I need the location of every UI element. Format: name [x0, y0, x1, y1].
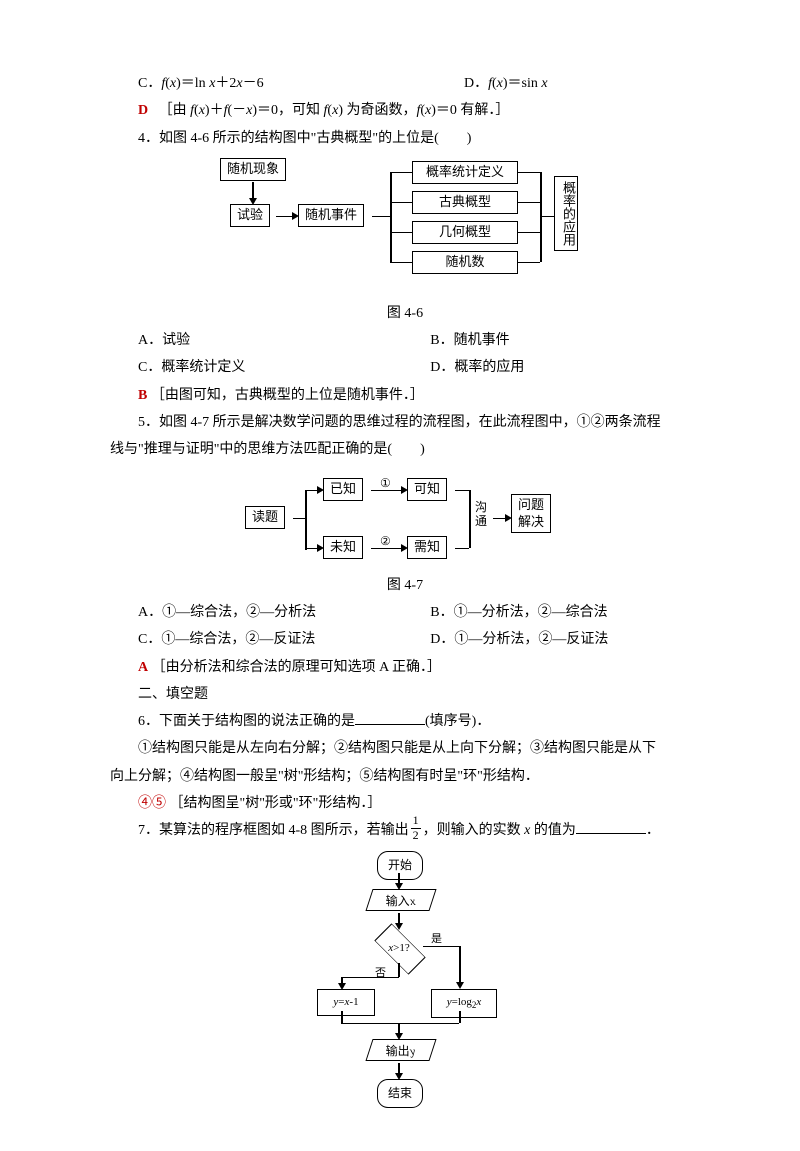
figure-4-7: 读题 已知 未知 ① ② 可知 需知 沟通 问题解决 — [110, 470, 700, 570]
label-2: ② — [380, 530, 391, 553]
q6-explain: ［结构图呈"树"形或"环"形结构．］ — [170, 796, 382, 811]
q5-opt-b: B．①—分析法，②—综合法 — [430, 599, 700, 626]
q4-opt-a: A．试验 — [138, 327, 430, 354]
opt-c-label: C． — [138, 76, 161, 91]
node-known: 已知 — [323, 478, 363, 501]
label-1: ① — [380, 472, 391, 495]
node-can-know: 可知 — [407, 478, 447, 501]
node-random-phenomenon: 随机现象 — [220, 158, 286, 181]
q4-stem: 4．如图 4-6 所示的结构图中"古典概型"的上位是( ) — [110, 125, 700, 152]
flow-output: 输出y — [365, 1039, 436, 1061]
flow-proc-left: y=x-1 — [317, 989, 375, 1016]
node-prob-application: 概率的应用 — [554, 176, 578, 251]
q4-opt-c: C．概率统计定义 — [138, 354, 430, 381]
q6-answer-line: ④⑤ ［结构图呈"树"形或"环"形结构．］ — [110, 790, 700, 817]
q5-stem1: 5．如图 4-7 所示是解决数学问题的思维过程的流程图，在此流程图中，①②两条流… — [110, 409, 700, 436]
q5-row-ab: A．①—综合法，②—分析法 B．①—分析法，②—综合法 — [110, 599, 700, 626]
q6-stem-b: (填序号)． — [425, 714, 490, 729]
flow-yes: 是 — [431, 929, 442, 950]
figure-4-6-caption: 图 4-6 — [110, 300, 700, 327]
opt-d-label: D． — [464, 76, 488, 91]
q5-opt-a: A．①—综合法，②—分析法 — [138, 599, 430, 626]
q7-stem-a: 7．某算法的程序框图如 4-8 图所示，若输出 — [138, 823, 409, 838]
q6-stem: 6．下面关于结构图的说法正确的是 (填序号)． — [110, 708, 700, 735]
node-prob-def: 概率统计定义 — [412, 161, 518, 184]
blank-2 — [576, 819, 646, 834]
node-random-event: 随机事件 — [298, 204, 364, 227]
figure-4-8: 开始 输入x x>1? 是 否 y=x-1 y=log2x — [110, 851, 700, 1111]
q5-stem2: 线与"推理与证明"中的思维方法匹配正确的是( ) — [110, 436, 700, 463]
node-solve: 问题解决 — [511, 494, 551, 534]
node-geometric: 几何概型 — [412, 221, 518, 244]
q7-stem: 7．某算法的程序框图如 4-8 图所示，若输出12，则输入的实数 x 的值为 ． — [110, 817, 700, 844]
opt-c-expr: f — [161, 76, 165, 91]
q5-opt-c: C．①—综合法，②—反证法 — [138, 626, 430, 653]
q7-stem-b: ，则输入的实数 x 的值为 — [423, 823, 576, 838]
flow-decision-label: x>1? — [381, 938, 417, 959]
q6-line3: 向上分解；④结构图一般呈"树"形结构；⑤结构图有时呈"环"形结构． — [110, 763, 700, 790]
node-need-know: 需知 — [407, 536, 447, 559]
blank-1 — [355, 710, 425, 725]
section-2-title: 二、填空题 — [110, 681, 700, 708]
answer-letter: D — [138, 103, 148, 118]
q4-opt-d: D．概率的应用 — [430, 354, 700, 381]
q4-answer-letter: B — [138, 388, 147, 403]
flow-end: 结束 — [377, 1079, 423, 1108]
q5-explain: ［由分析法和综合法的原理可知选项 A 正确．］ — [152, 660, 441, 675]
q4-explain: ［由图可知，古典概型的上位是随机事件．］ — [151, 388, 424, 403]
figure-4-6: 随机现象 试验 随机事件 概率统计定义 古典概型 几何概型 随机数 — [110, 158, 700, 298]
q4-opt-b: B．随机事件 — [430, 327, 700, 354]
fraction-half: 12 — [409, 814, 423, 841]
flow-start: 开始 — [377, 851, 423, 880]
flow-no: 否 — [375, 963, 386, 984]
node-unknown: 未知 — [323, 536, 363, 559]
q6-answer: ④⑤ — [138, 796, 166, 811]
q6-line2: ①结构图只能是从左向右分解；②结构图只能是从上向下分解；③结构图只能是从下 — [110, 735, 700, 762]
q6-stem-a: 6．下面关于结构图的说法正确的是 — [138, 714, 355, 729]
label-communicate: 沟通 — [475, 500, 487, 529]
node-read: 读题 — [245, 506, 285, 529]
node-classical: 古典概型 — [412, 191, 518, 214]
q-top-explain: ［由 f(x)＋f(－x)＝0，可知 f(x) 为奇函数，f(x)＝0 有解．］ — [152, 103, 510, 118]
q5-opt-d: D．①—分析法，②—反证法 — [430, 626, 700, 653]
q5-answer-letter: A — [138, 660, 148, 675]
flow-proc-right: y=log2x — [431, 989, 497, 1018]
opt-row-cd: C．f(x)＝ln x＋2x－6 D．f(x)＝sin x — [110, 70, 700, 97]
flow-input: 输入x — [365, 889, 436, 911]
node-experiment: 试验 — [230, 204, 270, 227]
node-random-num: 随机数 — [412, 251, 518, 274]
figure-4-7-caption: 图 4-7 — [110, 572, 700, 599]
q5-row-cd: C．①—综合法，②—反证法 D．①—分析法，②—反证法 — [110, 626, 700, 653]
q4-row-ab: A．试验 B．随机事件 — [110, 327, 700, 354]
q5-answer-line: A ［由分析法和综合法的原理可知选项 A 正确．］ — [110, 654, 700, 681]
q4-answer-line: B ［由图可知，古典概型的上位是随机事件．］ — [110, 382, 700, 409]
q4-row-cd: C．概率统计定义 D．概率的应用 — [110, 354, 700, 381]
q-top-answer: D ［由 f(x)＋f(－x)＝0，可知 f(x) 为奇函数，f(x)＝0 有解… — [110, 97, 700, 124]
q7-stem-c: ． — [646, 823, 660, 838]
